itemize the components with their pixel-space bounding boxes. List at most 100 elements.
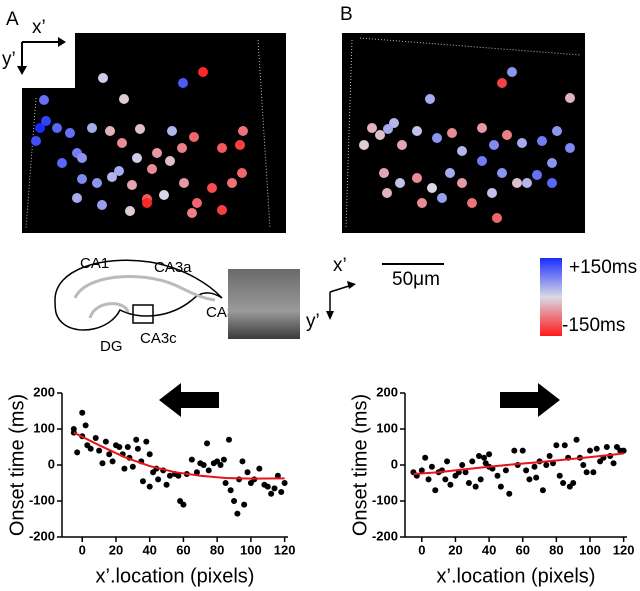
data-point [234, 510, 241, 517]
hippocampus-outline [54, 259, 223, 331]
map-dot [547, 178, 557, 188]
data-point [593, 445, 600, 452]
axis-arrow [326, 311, 334, 320]
x-tick-label: 120 [274, 542, 296, 557]
slice-image [228, 269, 300, 339]
map-dot [489, 140, 499, 150]
y-tick-label: -200 [372, 528, 398, 543]
map-border [359, 37, 581, 56]
map-dot [117, 138, 127, 148]
data-point [506, 490, 513, 497]
data-point [281, 480, 288, 486]
data-point [222, 480, 229, 486]
map-dot [522, 178, 532, 188]
data-point [106, 451, 113, 458]
data-point [418, 467, 425, 474]
map-dot [237, 168, 247, 178]
map-dot [165, 156, 175, 166]
region-label: CA1 [80, 255, 109, 272]
data-point [459, 462, 466, 468]
map-dot [107, 172, 117, 182]
y-tick-label: 0 [391, 456, 398, 471]
data-point [481, 454, 488, 461]
map-dot [119, 94, 129, 104]
map-dot [167, 126, 177, 136]
map-border [25, 97, 37, 229]
data-point [200, 462, 207, 468]
data-point [472, 483, 479, 490]
map-dot [367, 123, 377, 133]
data-point [92, 435, 99, 441]
map-dot [445, 168, 455, 178]
data-point [444, 458, 451, 465]
axis-label: x’ [32, 17, 46, 38]
map-dot [52, 123, 62, 133]
map-dot [497, 168, 507, 178]
x-axis-label: x’.location (pixels) [96, 565, 255, 587]
map-dot [492, 213, 502, 223]
panel-label: A [6, 9, 19, 30]
data-point [188, 456, 195, 463]
map-dot [565, 93, 575, 103]
data-point [239, 458, 246, 465]
axis-arrow [347, 281, 356, 289]
data-point [129, 463, 136, 470]
axis-arrow [17, 66, 27, 75]
y-tick-label: 100 [33, 420, 55, 435]
data-point [193, 469, 200, 476]
x-tick-label: 60 [176, 542, 190, 557]
fit-line [73, 431, 285, 480]
data-point [244, 469, 251, 476]
data-point [220, 456, 227, 463]
axis-label: y’ [2, 49, 16, 70]
data-point [543, 462, 550, 468]
data-point [447, 481, 454, 488]
map-dot [359, 140, 369, 150]
map-dot [217, 143, 227, 153]
region-label: CA3a [154, 259, 192, 276]
data-point [278, 489, 285, 495]
data-point [539, 487, 546, 494]
data-point [241, 501, 248, 508]
map-dot [189, 132, 199, 142]
map-dot [92, 178, 102, 188]
data-point [79, 409, 86, 416]
map-dot [39, 95, 49, 105]
data-point [533, 474, 540, 481]
y-tick-label: -100 [372, 492, 398, 507]
data-point [155, 476, 162, 483]
x-tick-label: 40 [482, 542, 496, 557]
data-point [561, 442, 568, 449]
map-dot [77, 153, 87, 163]
map-dot [379, 168, 389, 178]
x-tick-label: 80 [210, 542, 224, 557]
map-dot [192, 198, 202, 208]
data-point [102, 438, 109, 445]
data-point [180, 501, 187, 508]
data-point [204, 440, 211, 447]
data-point [74, 449, 81, 456]
map-dot [87, 123, 97, 133]
data-point [109, 458, 116, 465]
map-dot [31, 136, 41, 146]
map-dot [178, 78, 188, 88]
y-tick-label: -100 [29, 492, 55, 507]
map-dot [565, 143, 575, 153]
map-dot [437, 193, 447, 203]
data-point [442, 476, 449, 483]
direction-arrow [500, 383, 560, 417]
map-dot [35, 123, 45, 133]
data-point [610, 460, 617, 467]
map-dot [65, 128, 75, 138]
data-point [620, 447, 627, 454]
map-dot [142, 198, 152, 208]
region-label: CA3c [140, 330, 177, 347]
map-dot [412, 173, 422, 183]
data-point [428, 463, 435, 470]
map-dot [132, 153, 142, 163]
data-point [556, 472, 563, 479]
map-dot [147, 164, 157, 174]
data-point [256, 465, 263, 472]
data-point [573, 436, 580, 443]
